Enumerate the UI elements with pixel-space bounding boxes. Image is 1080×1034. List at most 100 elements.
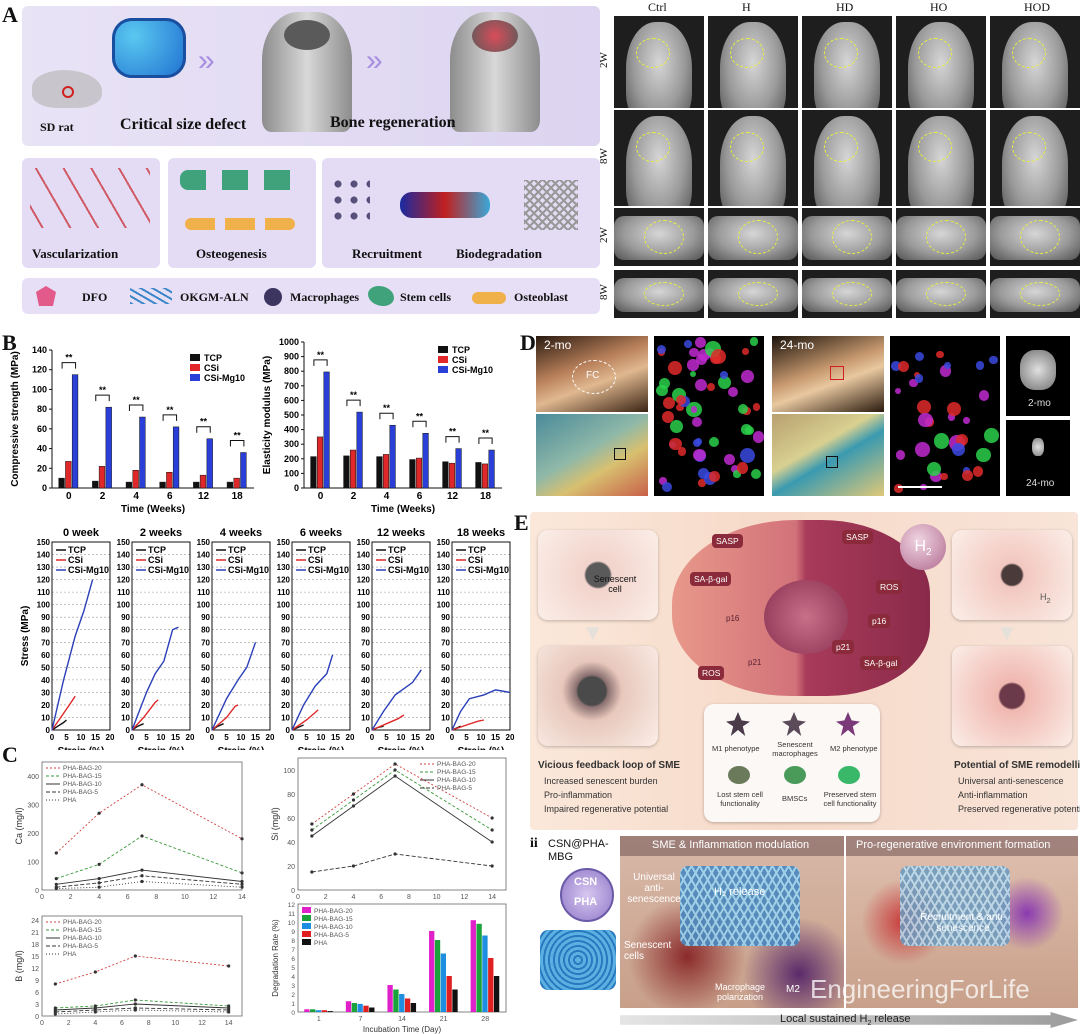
down-arrow-icon: ▼ [996,620,1018,645]
data-point [310,870,314,874]
y-tick-label: 11 [288,911,295,918]
cell-nucleus-dot [737,462,749,474]
vessel-illustration [30,168,150,228]
y-tick-label: 60 [287,816,295,823]
y-tick-label: 400 [27,774,39,781]
y-tick-label: 120 [277,576,291,585]
legend-label: PHA [314,940,328,947]
y-tick-label: 100 [37,601,51,610]
y-tick-label: 10 [121,713,130,722]
y-tick-label: 9 [291,929,295,936]
vicious-loop-card [538,646,658,746]
bar-csi [382,454,390,489]
series-line [55,1009,229,1015]
x-tick-label: 0 [318,491,324,502]
strain-panel-title: 0 week [63,527,100,539]
data-point [351,798,356,802]
data-point [310,828,314,832]
y-tick-label: 600 [284,395,299,405]
x-tick-label: 4 [352,894,356,901]
young-age-label: 2-mo [544,338,572,352]
legend-label: PHA [63,951,77,958]
legend-label: CSi [228,555,243,565]
p16-badge-right: p16 [868,614,891,628]
data-point [140,868,144,872]
dfo-icon [36,286,56,306]
cell-nucleus-dot [706,383,715,392]
y-tick-label: 400 [284,425,299,435]
y-tick-label: 100 [27,860,39,867]
y-tick-label: 140 [117,551,131,560]
fc-region-marker [572,360,616,394]
banner-2-text: Pro-regenerative environment formation [856,839,1051,851]
y-tick-label: 140 [32,345,47,355]
bar-csi-mg10 [240,452,247,489]
data-point [490,864,494,868]
cell-nucleus-dot [727,386,739,398]
m1-label: M1 phenotype [712,744,760,753]
bar-csi [448,462,456,489]
legend-swatch [302,931,311,937]
micro-ct-image [896,208,988,266]
plot-frame [41,761,243,891]
y-tick-label: 0 [206,726,211,735]
y-tick-label: 0 [42,483,47,493]
degraded-scaffold-illustration [524,180,578,230]
x-tick-label: 20 [426,733,435,742]
cell-nucleus-dot [750,468,762,480]
y-tick-label: 40 [201,676,210,685]
y-tick-label: 90 [361,613,370,622]
y-tick-label: 120 [437,576,451,585]
significance-mark: ** [234,431,242,441]
significance-mark: ** [65,353,73,363]
y-tick-label: 60 [201,651,210,660]
x-tick-label: 20 [186,733,195,742]
degradation-bar [440,953,447,1012]
cell-nucleus-dot [693,448,706,462]
legend-label: PHA-BAG-5 [437,785,472,792]
plot-frame [211,541,271,731]
significance-bracket [61,362,77,369]
y-tick-label: 140 [277,551,291,560]
significance-bracket [445,436,460,443]
legend-label: TCP [204,353,222,363]
legend-label: PHA-BAG-20 [63,919,102,926]
x-axis-label: Time (Weeks) [121,504,185,515]
data-point [53,1012,57,1016]
old-roi-box [826,456,838,468]
sa-beta-gal-badge-right: SA-β-gal [860,656,902,670]
y-tick-label: 40 [287,840,295,847]
recruitment-label-scene: Recruitment & anti-senescence [920,912,1006,934]
y-tick-label: 50 [201,663,210,672]
plot-frame [131,541,191,731]
data-point [240,879,244,884]
y-tick-label: 80 [281,626,290,635]
series-line [56,875,243,888]
bar-csi [166,471,173,489]
data-point [310,822,314,826]
cell-nucleus-dot [656,384,668,397]
y-tick-label: 10 [288,920,296,927]
cell-nucleus-dot [944,361,952,369]
cell-nucleus-dot [976,448,991,463]
old-histology [772,414,884,496]
csn-label: CSN [574,876,598,888]
x-tick-label: 6 [417,491,423,502]
y-tick-label: 130 [117,563,131,572]
y-axis-label: Elasticity modulus (MPa) [262,356,273,474]
data-point [351,864,356,868]
legend-label: PHA-BAG-20 [314,908,353,915]
y-tick-label: 150 [197,538,211,547]
legend-label: CSi-Mg10 [228,565,269,575]
data-point [97,862,101,866]
curve-csi [51,695,76,731]
y-tick-label: 80 [441,626,450,635]
cell-nucleus-dot [684,340,693,349]
y-tick-label: 1000 [279,337,299,347]
legend-label: TCP [228,545,246,555]
pha-label: PHA [574,896,598,908]
cell-nucleus-dot [669,420,683,433]
vascularization-label: Vascularization [32,246,119,261]
data-point [490,828,494,832]
y-tick-label: 90 [121,613,130,622]
